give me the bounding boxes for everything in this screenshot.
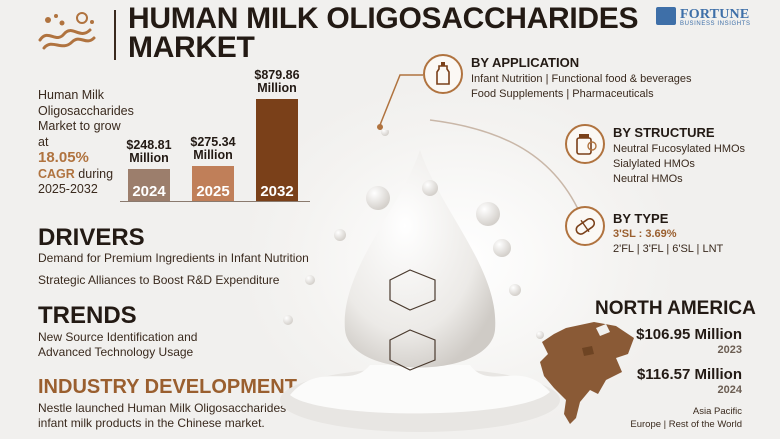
driver-item: Demand for Premium Ingredients in Infant…	[38, 251, 309, 265]
by-application-heading: BY APPLICATION	[471, 55, 580, 70]
bar-year-label: 2032	[260, 183, 294, 200]
chart-bar-2025: 2025	[192, 166, 234, 201]
fortune-logo-icon	[656, 7, 676, 25]
market-growth-summary: Human Milk Oligosaccharides Market to gr…	[38, 88, 134, 198]
north-america-value-2024: $116.57 Million	[636, 366, 742, 383]
structure-segment-badge	[565, 124, 605, 164]
north-america-year: 2024	[717, 384, 742, 396]
bar-value-label: $275.34 Million	[190, 135, 236, 162]
chart-bar-2024: 2024	[128, 169, 170, 201]
trends-text: New Source Identification and Advanced T…	[38, 330, 198, 359]
structure-item: Neutral Fucosylated HMOs	[613, 143, 746, 155]
north-america-map-icon	[540, 322, 634, 424]
title-divider	[114, 10, 116, 60]
north-america-value-2023: $106.95 Million	[636, 326, 742, 343]
type-segment-badge	[565, 206, 605, 246]
glucose-ring-icon	[389, 269, 436, 371]
by-structure-heading: BY STRUCTURE	[613, 125, 715, 140]
milk-splash-logo-icon	[38, 12, 96, 50]
bar-year-label: 2024	[132, 183, 166, 200]
baby-bottle-icon	[436, 62, 450, 85]
cagr-value: 18.05%	[38, 149, 89, 166]
brand-subtitle: BUSINESS INSIGHTS	[680, 21, 751, 27]
application-items-line: Food Supplements | Pharmaceuticals	[471, 88, 654, 100]
type-items: 2'FL | 3'FL | 6'SL | LNT	[613, 243, 724, 255]
north-america-heading: NORTH AMERICA	[595, 298, 756, 319]
industry-development-heading: INDUSTRY DEVELOPMENT	[38, 376, 297, 398]
trends-heading: TRENDS	[38, 302, 137, 329]
page-title: HUMAN MILK OLIGOSACCHARIDES MARKET	[128, 2, 639, 64]
structure-item: Neutral HMOs	[613, 173, 683, 185]
other-region-label: Asia Pacific	[692, 406, 742, 417]
market-size-bar-chart: 2024 $248.81 Million 2025 $275.34 Million 2032…	[120, 69, 310, 204]
molecule-jar-icon	[576, 134, 597, 155]
by-type-heading: BY TYPE	[613, 211, 669, 226]
bar-value-label: $879.86 Million	[254, 68, 300, 95]
pill-icon	[575, 217, 596, 235]
north-america-year: 2023	[717, 344, 742, 356]
milk-drop-illustration	[280, 130, 560, 432]
industry-development-text: Nestle launched Human Milk Oligosacchari…	[38, 401, 323, 430]
application-items-line: Infant Nutrition | Functional food & bev…	[471, 73, 692, 85]
chart-baseline	[120, 201, 310, 202]
brand-logo: FORTUNE BUSINESS INSIGHTS	[656, 7, 768, 27]
structure-item: Sialylated HMOs	[613, 158, 695, 170]
chart-bar-2032: 2032	[256, 99, 298, 201]
cagr-label: CAGR	[38, 166, 75, 181]
brand-name: FORTUNE	[680, 7, 750, 22]
other-regions-label: Europe | Rest of the World	[630, 419, 742, 430]
bar-value-label: $248.81 Million	[126, 138, 172, 165]
application-segment-badge	[423, 54, 463, 94]
intro-period: during 2025-2032	[38, 166, 114, 197]
drivers-heading: DRIVERS	[38, 224, 145, 251]
bar-year-label: 2025	[196, 183, 230, 200]
segment-connector-lines	[377, 74, 586, 226]
type-highlight: 3'SL : 3.69%	[613, 228, 677, 240]
driver-item: Strategic Alliances to Boost R&D Expendi…	[38, 273, 280, 287]
intro-text: Human Milk Oligosaccharides Market to gr…	[38, 88, 134, 149]
